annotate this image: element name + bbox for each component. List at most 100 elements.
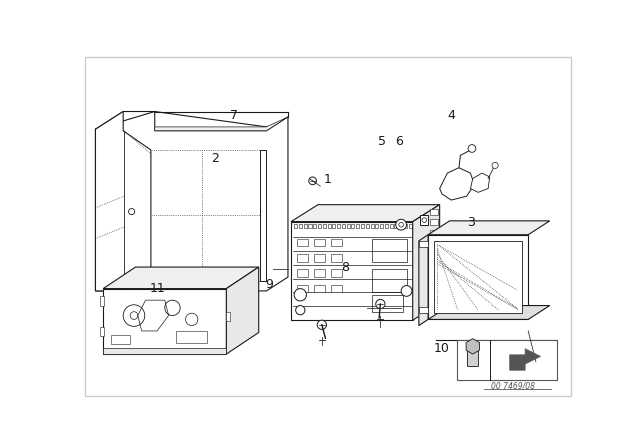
Bar (361, 224, 364, 228)
Text: 3: 3 (467, 216, 475, 229)
Bar (356, 224, 359, 228)
Bar (431, 230, 438, 236)
Bar (297, 285, 308, 293)
Polygon shape (95, 112, 288, 291)
Circle shape (164, 300, 180, 315)
Bar (431, 220, 438, 225)
Polygon shape (419, 235, 428, 326)
Bar (313, 224, 316, 228)
Circle shape (399, 222, 403, 227)
Text: 2: 2 (211, 152, 219, 165)
Circle shape (376, 299, 385, 309)
Circle shape (130, 312, 138, 319)
Circle shape (401, 285, 412, 296)
Bar (409, 224, 412, 228)
Bar (314, 238, 325, 246)
Bar (419, 241, 428, 247)
Polygon shape (291, 205, 440, 222)
Bar (314, 254, 325, 262)
Bar (323, 224, 326, 228)
Bar (291, 222, 413, 320)
Bar (331, 238, 342, 246)
Bar (227, 312, 230, 321)
Bar (337, 224, 340, 228)
Bar (431, 208, 438, 215)
Bar (260, 150, 266, 281)
Bar (351, 224, 355, 228)
Bar (328, 224, 331, 228)
Bar (372, 269, 406, 293)
Circle shape (186, 313, 198, 326)
Circle shape (129, 208, 135, 215)
Bar (435, 241, 522, 313)
Circle shape (123, 305, 145, 326)
Polygon shape (466, 339, 479, 354)
Bar (372, 238, 406, 262)
Bar (103, 348, 227, 354)
Polygon shape (103, 267, 259, 289)
Bar (318, 224, 321, 228)
Circle shape (308, 177, 316, 185)
Bar (100, 327, 104, 336)
Bar (100, 296, 104, 306)
Bar (299, 224, 302, 228)
Text: 7: 7 (230, 109, 238, 122)
Text: 6: 6 (396, 135, 403, 148)
Polygon shape (95, 112, 151, 291)
Bar (297, 238, 308, 246)
Polygon shape (413, 205, 440, 320)
Polygon shape (440, 168, 474, 200)
Bar (297, 269, 308, 277)
Polygon shape (509, 349, 541, 370)
Polygon shape (428, 306, 550, 319)
Bar (331, 269, 342, 277)
Text: 8: 8 (341, 261, 349, 274)
Polygon shape (470, 173, 490, 192)
Circle shape (492, 162, 498, 168)
Bar (176, 331, 207, 343)
Text: 11: 11 (150, 282, 166, 295)
Bar (332, 224, 335, 228)
Bar (394, 224, 397, 228)
Bar (385, 224, 388, 228)
Circle shape (468, 145, 476, 152)
Text: 4: 4 (447, 109, 455, 122)
Bar (314, 285, 325, 293)
Bar (372, 295, 403, 312)
Bar (458, 340, 557, 380)
Circle shape (294, 289, 307, 301)
Text: 1: 1 (324, 173, 332, 186)
Bar (390, 224, 393, 228)
Bar (467, 349, 478, 366)
Bar (365, 224, 369, 228)
Bar (420, 215, 428, 225)
Bar (371, 224, 374, 228)
Bar (347, 224, 349, 228)
Bar (308, 224, 312, 228)
Bar (342, 224, 345, 228)
Bar (404, 224, 407, 228)
Polygon shape (155, 117, 288, 131)
Circle shape (317, 320, 326, 329)
Bar (294, 224, 297, 228)
Bar (431, 241, 438, 247)
Bar (428, 235, 528, 319)
Circle shape (396, 220, 406, 230)
Bar (331, 254, 342, 262)
Polygon shape (227, 267, 259, 354)
Text: 9: 9 (265, 278, 273, 291)
Circle shape (296, 306, 305, 315)
Bar (103, 289, 227, 354)
Polygon shape (428, 221, 550, 235)
Text: 00 7469/08: 00 7469/08 (491, 382, 535, 391)
Bar (380, 224, 383, 228)
Bar (399, 224, 402, 228)
Text: 5: 5 (378, 135, 386, 148)
Circle shape (422, 218, 427, 222)
Text: 10: 10 (433, 342, 449, 355)
Bar (297, 254, 308, 262)
Bar (314, 269, 325, 277)
Bar (375, 224, 378, 228)
Bar (303, 224, 307, 228)
Bar (111, 335, 130, 344)
